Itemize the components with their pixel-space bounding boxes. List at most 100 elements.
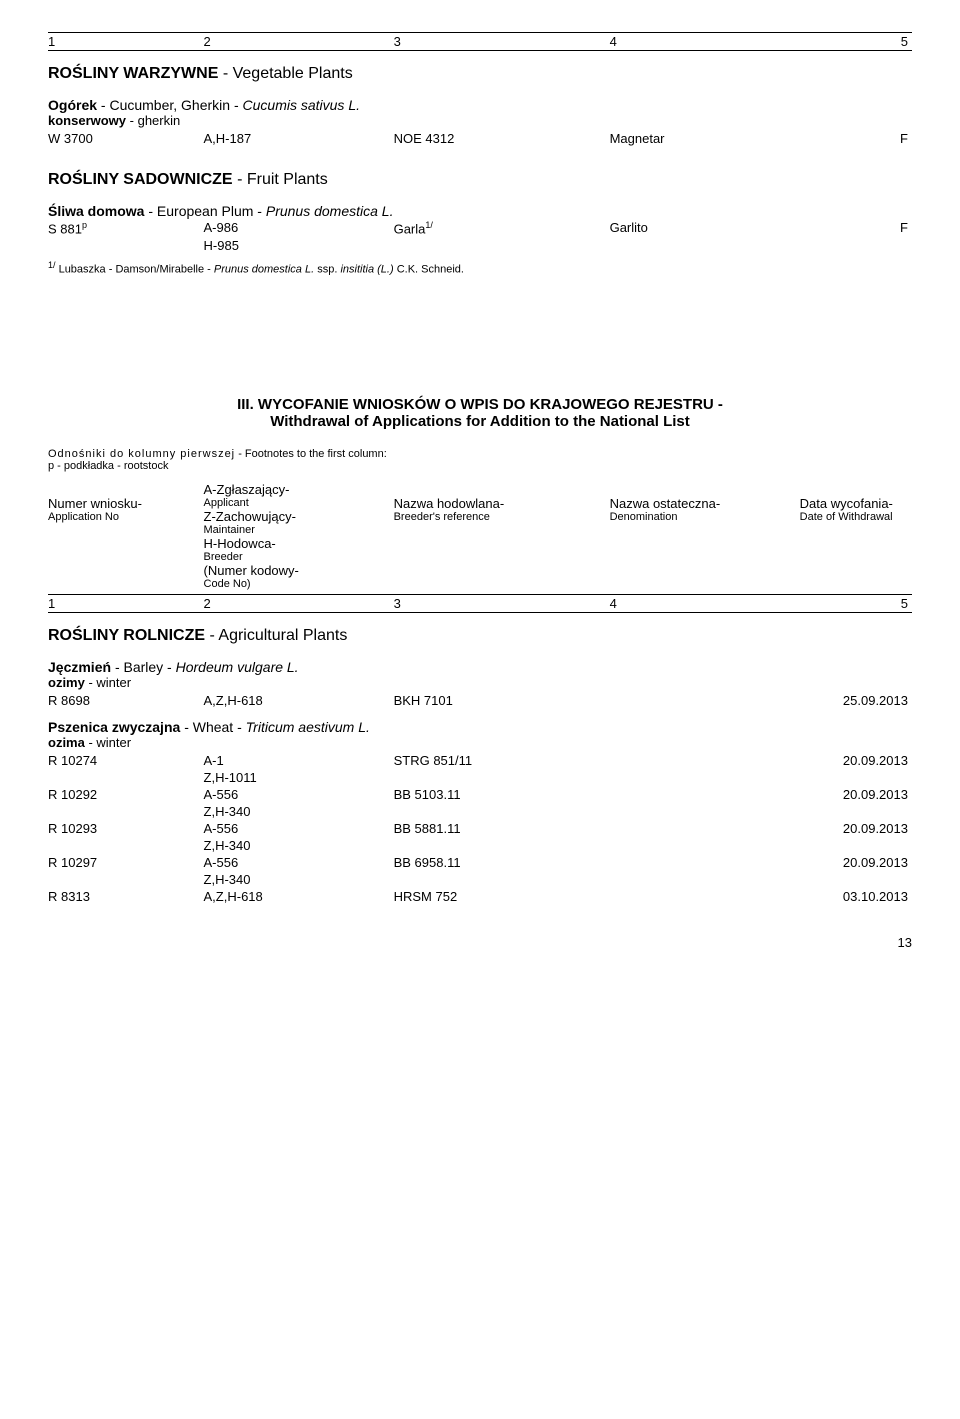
- cell: Z,H-340: [204, 838, 394, 853]
- species-title-plum: Śliwa domowa - European Plum - Prunus do…: [48, 203, 912, 219]
- cell: A-1: [204, 753, 394, 768]
- species-title-barley: Jęczmień - Barley - Hordeum vulgare L.: [48, 659, 912, 675]
- legend-label: Z-Zachowujący-: [204, 509, 394, 524]
- table-row: R 10297A-556BB 6958.11 20.09.2013: [48, 854, 912, 871]
- legend-label: Data wycofania-: [800, 496, 912, 511]
- legend-label: A-Zgłaszający-: [204, 482, 394, 497]
- legend-label: Numer wniosku-: [48, 496, 204, 511]
- table-row: R 10274A-1STRG 851/11 20.09.2013: [48, 752, 912, 769]
- cell: Magnetar: [610, 131, 800, 146]
- cell: R 10297: [48, 855, 204, 870]
- cell: NOE 4312: [394, 131, 610, 146]
- cell: STRG 851/11: [394, 753, 610, 768]
- cell: [610, 787, 800, 802]
- cell: A-986: [204, 220, 394, 236]
- cell: Z,H-340: [204, 804, 394, 819]
- table-row: R 8698 A,Z,H-618 BKH 7101 25.09.2013: [48, 692, 912, 709]
- column-header-row: 1 2 3 4 5: [48, 32, 912, 51]
- col-num: 5: [800, 34, 912, 49]
- col-num: 2: [204, 34, 394, 49]
- cell: W 3700: [48, 131, 204, 146]
- table-row: Z,H-340: [48, 871, 912, 888]
- legend-sub: Date of Withdrawal: [800, 511, 912, 523]
- table-row: Z,H-340: [48, 837, 912, 854]
- cell: Z,H-340: [204, 872, 394, 887]
- cell: Garlito: [610, 220, 800, 236]
- cell: [610, 821, 800, 836]
- legend-sub: Breeder: [204, 551, 394, 563]
- cell: 25.09.2013: [800, 693, 912, 708]
- refs-note: Odnośniki do kolumny pierwszej - Footnot…: [48, 448, 912, 472]
- cell: Z,H-1011: [204, 770, 394, 785]
- cell: [610, 889, 800, 904]
- cell: F: [800, 220, 912, 236]
- cell: A-556: [204, 821, 394, 836]
- legend-label: Nazwa ostateczna-: [610, 496, 800, 511]
- legend-sub: Applicant: [204, 497, 394, 509]
- cell: Garla1/: [394, 220, 610, 236]
- section-heading-agricultural: ROŚLINY ROLNICZE - Agricultural Plants: [48, 627, 912, 645]
- cell: [610, 753, 800, 768]
- cell: BKH 7101: [394, 693, 610, 708]
- subtype-gherkin: konserwowy - gherkin: [48, 113, 912, 128]
- cell: R 8313: [48, 889, 204, 904]
- section-iii-title: III. WYCOFANIE WNIOSKÓW O WPIS DO KRAJOW…: [88, 396, 872, 430]
- col-num: 2: [204, 596, 394, 611]
- col-num: 1: [48, 596, 204, 611]
- cell: S 881p: [48, 220, 204, 236]
- table-row: H-985: [48, 237, 912, 254]
- col-num: 4: [610, 34, 800, 49]
- cell: A-556: [204, 855, 394, 870]
- cell: [610, 855, 800, 870]
- legend-sub: Application No: [48, 511, 204, 523]
- subtype-winter: ozimy - winter: [48, 675, 912, 690]
- cell: 20.09.2013: [800, 753, 912, 768]
- cell: R 10292: [48, 787, 204, 802]
- cell: BB 5103.11: [394, 787, 610, 802]
- col-num: 3: [394, 596, 610, 611]
- cell: [610, 693, 800, 708]
- table-row: R 10293A-556BB 5881.11 20.09.2013: [48, 820, 912, 837]
- legend-label: (Numer kodowy-: [204, 563, 394, 578]
- column-header-row: 1 2 3 4 5: [48, 594, 912, 613]
- subtype-winter: ozima - winter: [48, 735, 912, 750]
- legend-sub: Code No): [204, 578, 394, 590]
- cell: R 10293: [48, 821, 204, 836]
- cell: HRSM 752: [394, 889, 610, 904]
- cell: F: [800, 131, 912, 146]
- page-number: 13: [48, 935, 912, 950]
- col-num: 1: [48, 34, 204, 49]
- col-num: 5: [800, 596, 912, 611]
- cell: A,Z,H-618: [204, 693, 394, 708]
- table-row: W 3700 A,H-187 NOE 4312 Magnetar F: [48, 130, 912, 147]
- legend-sub: Denomination: [610, 511, 800, 523]
- legend-header: Numer wniosku- Application No A-Zgłaszaj…: [48, 482, 912, 590]
- col-num: 3: [394, 34, 610, 49]
- table-row: R 8313A,Z,H-618HRSM 752 03.10.2013: [48, 888, 912, 905]
- table-row: S 881p A-986 Garla1/ Garlito F: [48, 219, 912, 237]
- species-title-wheat: Pszenica zwyczajna - Wheat - Triticum ae…: [48, 719, 912, 735]
- cell: A,H-187: [204, 131, 394, 146]
- legend-sub: Maintainer: [204, 524, 394, 536]
- legend-sub: Breeder's reference: [394, 511, 610, 523]
- section-heading-vegetable: ROŚLINY WARZYWNE - Vegetable Plants: [48, 65, 912, 83]
- cell: 20.09.2013: [800, 821, 912, 836]
- cell: 20.09.2013: [800, 855, 912, 870]
- cell: H-985: [204, 238, 394, 253]
- cell: BB 5881.11: [394, 821, 610, 836]
- cell: A,Z,H-618: [204, 889, 394, 904]
- species-title-cucumber: Ogórek - Cucumber, Gherkin - Cucumis sat…: [48, 97, 912, 113]
- cell: A-556: [204, 787, 394, 802]
- cell: R 8698: [48, 693, 204, 708]
- col-num: 4: [610, 596, 800, 611]
- section-heading-fruit: ROŚLINY SADOWNICZE - Fruit Plants: [48, 171, 912, 189]
- table-row: Z,H-1011: [48, 769, 912, 786]
- legend-label: Nazwa hodowlana-: [394, 496, 610, 511]
- cell: 03.10.2013: [800, 889, 912, 904]
- table-row: R 10292A-556BB 5103.11 20.09.2013: [48, 786, 912, 803]
- cell: R 10274: [48, 753, 204, 768]
- legend-label: H-Hodowca-: [204, 536, 394, 551]
- cell: BB 6958.11: [394, 855, 610, 870]
- cell: 20.09.2013: [800, 787, 912, 802]
- table-row: Z,H-340: [48, 803, 912, 820]
